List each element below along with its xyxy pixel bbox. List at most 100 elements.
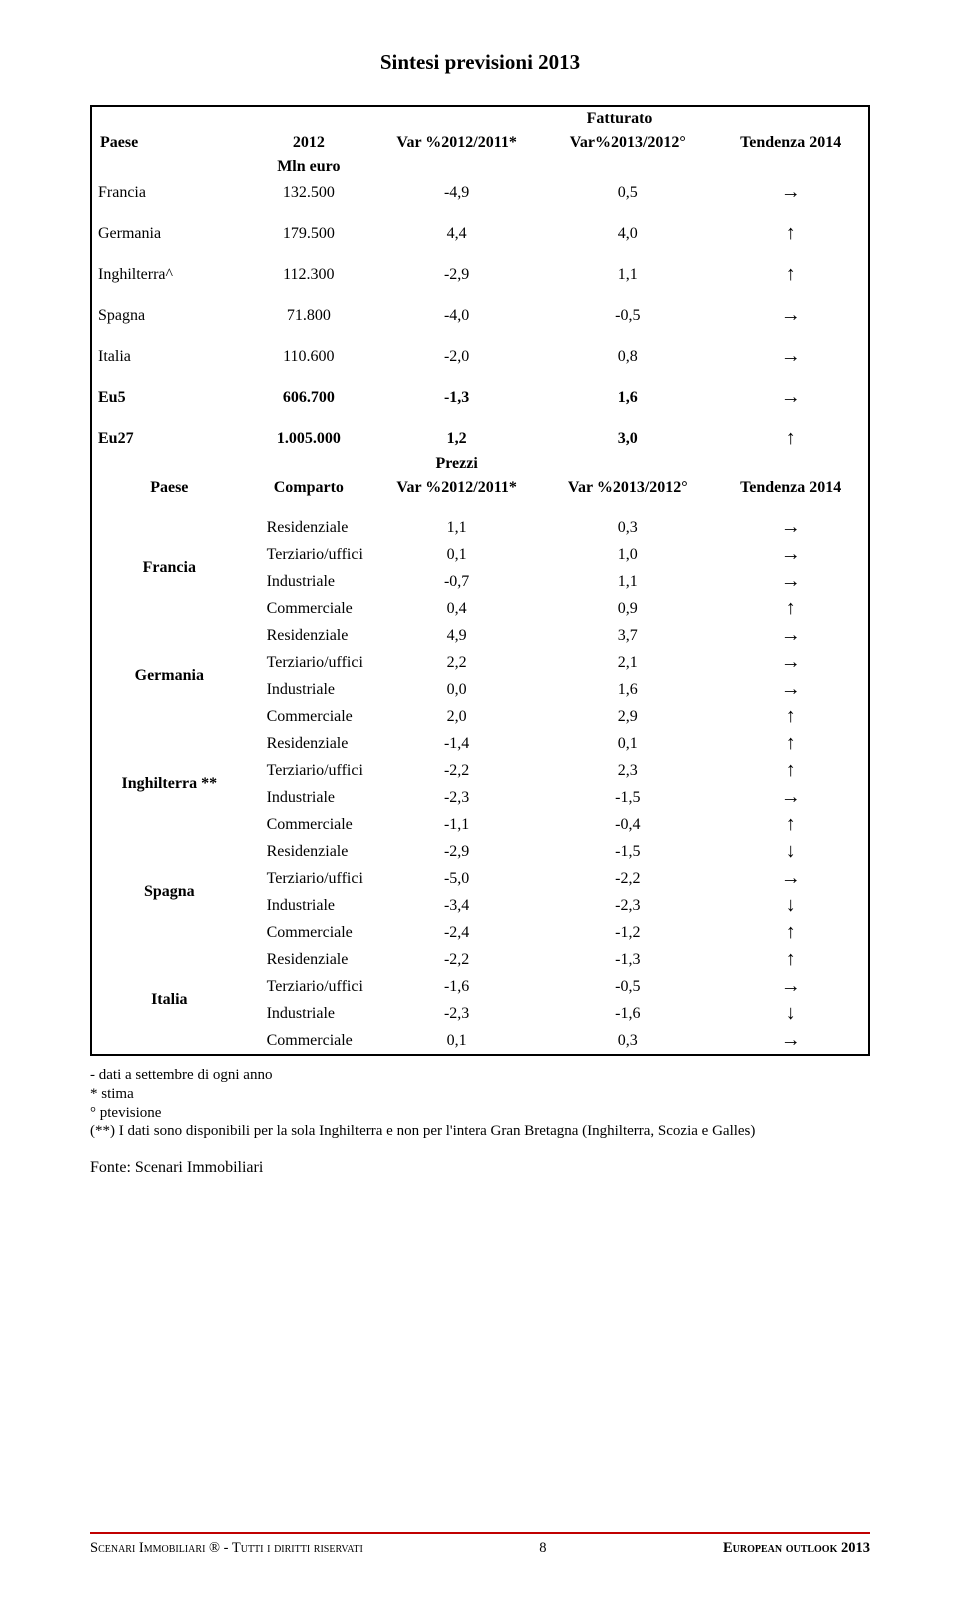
trend-arrow-right-icon — [781, 571, 801, 591]
fatturato-row: Eu271.005.0001,23,0 — [91, 425, 869, 452]
prezzi-country: Germania — [91, 622, 247, 730]
sector-cell: Industriale — [247, 568, 371, 595]
var2-cell: 3,0 — [542, 425, 713, 452]
trend-arrow-up-icon — [786, 814, 796, 834]
var1-cell: 0,0 — [371, 676, 542, 703]
prezzi-row: FranciaResidenziale1,10,3 — [91, 514, 869, 541]
prezzi-header-var1: Var %2012/2011* — [371, 476, 542, 500]
prezzi-header-var2: Var %2013/2012° — [542, 476, 713, 500]
trend-cell — [713, 622, 869, 649]
var1-cell: -2,9 — [371, 838, 542, 865]
fatturato-header-row3: Mln euro — [91, 155, 869, 179]
footer-brand: Scenari Immobiliari — [90, 1540, 205, 1556]
sector-cell: Residenziale — [247, 730, 371, 757]
var2-cell: -1,2 — [542, 919, 713, 946]
var2-cell: 1,6 — [542, 676, 713, 703]
trend-cell — [713, 919, 869, 946]
note-line: ° ptevisione — [90, 1104, 870, 1123]
var1-cell: -1,3 — [371, 384, 542, 411]
value-cell: 179.500 — [247, 220, 371, 247]
page-footer: Scenari Immobiliari ® - Tutti i diritti … — [90, 1532, 870, 1557]
trend-cell — [713, 541, 869, 568]
var2-cell: 0,3 — [542, 514, 713, 541]
prezzi-country: Inghilterra ** — [91, 730, 247, 838]
var1-cell: 2,0 — [371, 703, 542, 730]
trend-arrow-right-icon — [781, 787, 801, 807]
trend-arrow-up-icon — [786, 223, 796, 243]
sector-cell: Commerciale — [247, 919, 371, 946]
trend-arrow-down-icon — [786, 895, 796, 915]
page-title: Sintesi previsioni 2013 — [90, 50, 870, 75]
trend-arrow-right-icon — [781, 976, 801, 996]
value-cell: 71.800 — [247, 302, 371, 329]
trend-cell — [713, 973, 869, 1000]
sector-cell: Terziario/uffici — [247, 649, 371, 676]
trend-cell — [713, 703, 869, 730]
var1-cell: -2,9 — [371, 261, 542, 288]
fatturato-row: Spagna71.800-4,0-0,5 — [91, 302, 869, 329]
sector-cell: Commerciale — [247, 595, 371, 622]
trend-cell — [713, 757, 869, 784]
var2-cell: 0,9 — [542, 595, 713, 622]
trend-arrow-right-icon — [781, 625, 801, 645]
sector-cell: Residenziale — [247, 622, 371, 649]
trend-cell — [713, 811, 869, 838]
prezzi-country: Francia — [91, 514, 247, 622]
var1-cell: 2,2 — [371, 649, 542, 676]
trend-cell — [713, 425, 869, 452]
footer-page-number: 8 — [539, 1540, 546, 1557]
trend-arrow-up-icon — [786, 733, 796, 753]
prezzi-country: Italia — [91, 946, 247, 1055]
sector-cell: Commerciale — [247, 811, 371, 838]
var2-cell: -0,5 — [542, 973, 713, 1000]
trend-cell — [713, 838, 869, 865]
trend-arrow-right-icon — [781, 544, 801, 564]
value-cell: 132.500 — [247, 179, 371, 206]
var1-cell: 4,4 — [371, 220, 542, 247]
var2-cell: 2,9 — [542, 703, 713, 730]
country-name: Inghilterra^ — [91, 261, 247, 288]
prezzi-row: Inghilterra **Residenziale-1,40,1 — [91, 730, 869, 757]
var2-cell: 4,0 — [542, 220, 713, 247]
trend-arrow-down-icon — [786, 1003, 796, 1023]
trend-arrow-up-icon — [786, 264, 796, 284]
var1-cell: -2,2 — [371, 946, 542, 973]
trend-arrow-up-icon — [786, 428, 796, 448]
prezzi-header-row: Paese Comparto Var %2012/2011* Var %2013… — [91, 476, 869, 500]
trend-arrow-up-icon — [786, 949, 796, 969]
sector-cell: Residenziale — [247, 514, 371, 541]
trend-arrow-right-icon — [781, 1030, 801, 1050]
header-var1: Var %2012/2011* — [371, 131, 542, 155]
var2-cell: -1,3 — [542, 946, 713, 973]
var1-cell: 0,1 — [371, 541, 542, 568]
var2-cell: -0,4 — [542, 811, 713, 838]
prezzi-header-tend: Tendenza 2014 — [713, 476, 869, 500]
prezzi-header-comparto: Comparto — [247, 476, 371, 500]
country-name: Eu27 — [91, 425, 247, 452]
header-tend: Tendenza 2014 — [713, 131, 869, 155]
var1-cell: -1,4 — [371, 730, 542, 757]
sector-cell: Industriale — [247, 1000, 371, 1027]
trend-cell — [713, 1000, 869, 1027]
var2-cell: 0,8 — [542, 343, 713, 370]
trend-cell — [713, 595, 869, 622]
var1-cell: -5,0 — [371, 865, 542, 892]
country-name: Spagna — [91, 302, 247, 329]
prezzi-row: ItaliaResidenziale-2,2-1,3 — [91, 946, 869, 973]
var1-cell: -2,3 — [371, 784, 542, 811]
var2-cell: 1,6 — [542, 384, 713, 411]
var1-cell: -4,9 — [371, 179, 542, 206]
var1-cell: -2,4 — [371, 919, 542, 946]
fatturato-header: Paese Fatturato — [91, 106, 869, 131]
sector-cell: Commerciale — [247, 1027, 371, 1055]
prezzi-country: Spagna — [91, 838, 247, 946]
sector-cell: Terziario/uffici — [247, 973, 371, 1000]
var2-cell: 1,1 — [542, 568, 713, 595]
trend-arrow-up-icon — [786, 760, 796, 780]
value-cell: 112.300 — [247, 261, 371, 288]
var2-cell: -1,5 — [542, 784, 713, 811]
value-cell: 606.700 — [247, 384, 371, 411]
var1-cell: -1,1 — [371, 811, 542, 838]
trend-cell — [713, 946, 869, 973]
trend-cell — [713, 220, 869, 247]
